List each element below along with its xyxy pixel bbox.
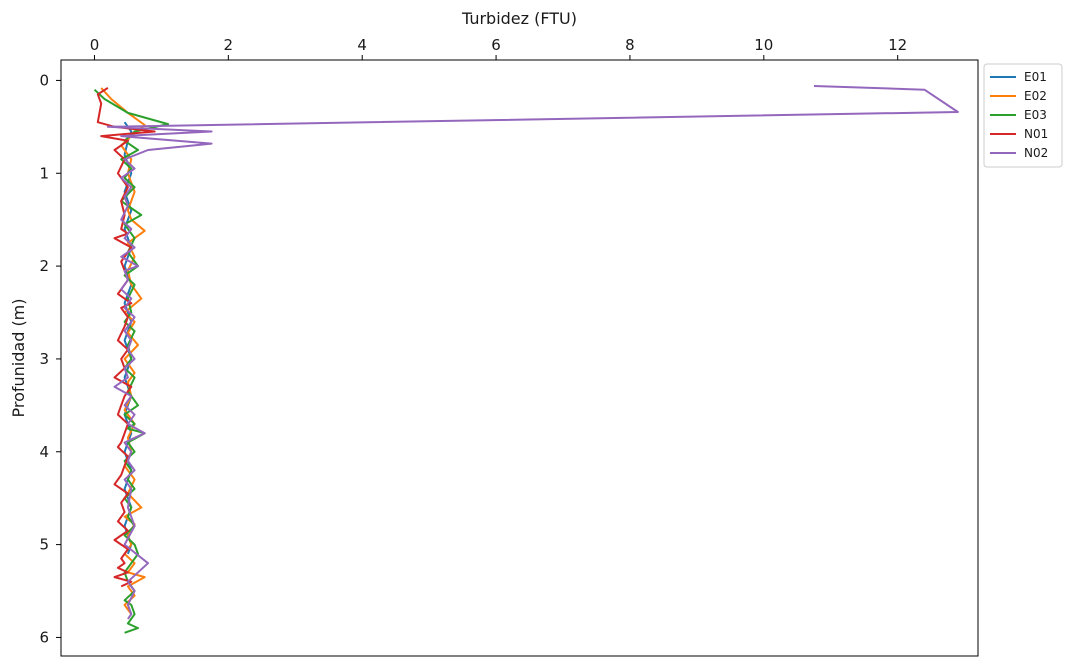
x-tick-label: 6: [491, 36, 501, 54]
legend-label-e01: E01: [1024, 70, 1047, 84]
y-tick-label: 0: [39, 71, 49, 89]
series-line-n01: [96, 87, 156, 588]
plot-area: [93, 85, 959, 634]
legend: E01 E02 E03 N01 N02: [983, 63, 1063, 168]
plot-frame: [60, 59, 979, 657]
legend-label-n01: N01: [1024, 127, 1048, 141]
y-tick-label: 4: [39, 443, 49, 461]
legend-label-e02: E02: [1024, 89, 1047, 103]
y-axis-label: Profunidad (m): [9, 298, 28, 417]
y-tick-label: 6: [39, 628, 49, 646]
y-tick-label: 3: [39, 350, 49, 368]
y-tick-label: 5: [39, 536, 49, 554]
x-tick-label: 2: [224, 36, 234, 54]
x-tick-label: 0: [90, 36, 100, 54]
legend-frame: [983, 63, 1063, 168]
x-tick-label: 8: [625, 36, 635, 54]
legend-label-e03: E03: [1024, 108, 1047, 122]
x-tick-label: 10: [754, 36, 773, 54]
x-tick-label: 12: [888, 36, 907, 54]
y-tick-label: 2: [39, 257, 49, 275]
x-tick-label: 4: [357, 36, 367, 54]
legend-label-n02: N02: [1024, 146, 1048, 160]
series-line-n02: [106, 85, 959, 620]
y-tick-label: 1: [39, 164, 49, 182]
x-axis-label: Turbidez (FTU): [461, 9, 577, 28]
series-line-e03: [93, 88, 170, 634]
